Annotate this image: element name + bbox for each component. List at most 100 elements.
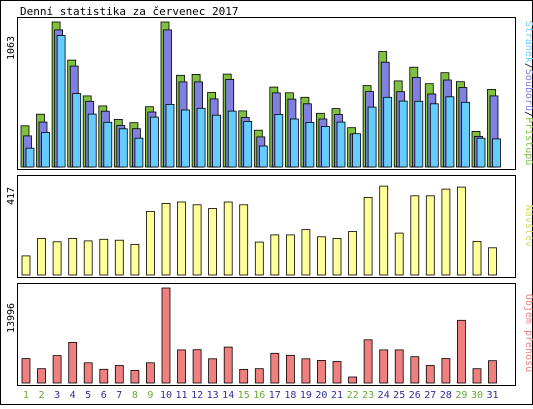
bars-transfer-volume: [21, 287, 497, 384]
bar-visits-day-30: [472, 240, 482, 276]
bar-visits-day-26: [410, 195, 420, 276]
x-label-day-24: 24: [378, 390, 390, 401]
legend-hits: Přístupů: [523, 117, 533, 165]
x-label-day-10: 10: [160, 390, 172, 401]
bar-stránek-day-10: [165, 104, 175, 168]
legend-separator-2: /: [523, 111, 533, 117]
bar-transfer-volume-day-24: [379, 349, 389, 384]
bar-transfer-volume-day-8: [130, 369, 140, 384]
panel-visits: 417 Návštěv: [6, 175, 533, 278]
bar-stránek-day-12: [196, 107, 206, 168]
x-label-day-15: 15: [238, 390, 250, 401]
bar-transfer-volume-day-5: [83, 362, 93, 384]
bar-visits-day-4: [68, 237, 78, 276]
bar-transfer-volume-day-30: [472, 368, 482, 384]
chart-title: Denní statistika za červenec 2017: [20, 5, 239, 18]
bar-stránek-day-24: [383, 96, 393, 168]
x-label-day-30: 30: [471, 390, 483, 401]
bars-visits: [21, 185, 497, 276]
x-label-day-4: 4: [70, 390, 76, 401]
bar-transfer-volume-day-3: [52, 355, 62, 384]
bar-transfer-volume-day-7: [114, 365, 124, 384]
bar-visits-day-31: [488, 247, 497, 276]
x-label-day-2: 2: [38, 390, 44, 401]
bar-transfer-volume-day-21: [332, 361, 342, 384]
bar-stránek-day-7: [118, 128, 128, 168]
bar-stránek-day-31: [492, 138, 501, 168]
bar-visits-day-21: [332, 237, 342, 276]
bar-visits-day-23: [363, 196, 373, 276]
x-label-day-1: 1: [23, 390, 29, 401]
bar-visits-day-25: [394, 232, 404, 276]
bar-stránek-day-8: [134, 137, 144, 168]
bar-transfer-volume-day-15: [239, 368, 249, 384]
bar-transfer-volume-day-20: [316, 359, 326, 384]
legend-separator-1: /: [523, 63, 533, 69]
panel-visits-border: [17, 175, 516, 278]
bar-visits-day-2: [37, 237, 46, 276]
bar-transfer-volume-day-11: [177, 349, 186, 384]
bar-transfer-volume-day-13: [208, 358, 218, 384]
bar-stránek-day-18: [289, 118, 299, 168]
bar-visits-day-17: [270, 234, 280, 276]
bar-visits-day-20: [316, 236, 326, 276]
x-label-day-19: 19: [300, 390, 312, 401]
bar-stránek-day-1: [25, 147, 35, 168]
bar-stránek-day-20: [320, 126, 330, 168]
y-max-label-volume: 13996: [6, 303, 17, 333]
bar-stránek-day-5: [87, 113, 97, 168]
legend-visits: Návštěv: [523, 205, 533, 247]
bar-transfer-volume-day-23: [363, 339, 373, 384]
bar-visits-day-13: [208, 208, 218, 276]
bar-transfer-volume-day-4: [68, 341, 78, 384]
bar-visits-day-24: [379, 185, 389, 276]
bar-transfer-volume-day-22: [348, 376, 358, 384]
bar-stránek-day-28: [445, 96, 455, 168]
bar-transfer-volume-day-18: [285, 354, 295, 384]
legend-transfer-volume: Objem přenosu: [523, 294, 533, 372]
bar-stránek-day-17: [274, 114, 284, 168]
bars-hits-files-pages: [20, 21, 501, 168]
bar-transfer-volume-day-1: [21, 358, 31, 384]
y-max-label-hits: 1063: [6, 36, 17, 60]
bar-stránek-day-9: [149, 116, 159, 168]
bar-transfer-volume-day-9: [145, 362, 155, 384]
bar-transfer-volume-day-10: [161, 287, 171, 384]
x-label-day-28: 28: [440, 390, 452, 401]
bar-visits-day-10: [161, 202, 171, 276]
bar-stránek-day-4: [72, 93, 82, 168]
bar-visits-day-15: [239, 204, 249, 276]
x-label-day-7: 7: [116, 390, 122, 401]
bar-visits-day-9: [145, 211, 155, 276]
bar-visits-day-28: [441, 188, 451, 276]
x-label-day-3: 3: [54, 390, 60, 401]
bar-stránek-day-21: [336, 121, 346, 168]
panel-hits-files-pages-border: [17, 17, 516, 170]
bar-stránek-day-16: [258, 145, 268, 168]
panel-hits-files-pages: 1063 Stránek/Souborů/Přístupů: [6, 17, 533, 170]
bar-visits-day-16: [254, 241, 264, 276]
bar-transfer-volume-day-14: [223, 346, 233, 384]
panel-transfer-volume: 13996 Objem přenosu: [6, 283, 533, 386]
bar-stránek-day-3: [56, 35, 66, 168]
x-axis-day-labels: 1 2 3 4 5 6 7 8 9 10 11 12 13 14 15 16 17 18 19 20 21 22 23 24 2…: [23, 390, 499, 401]
bar-transfer-volume-day-25: [394, 349, 404, 384]
bar-stránek-day-30: [476, 137, 486, 168]
x-label-day-11: 11: [175, 390, 187, 401]
x-label-day-20: 20: [315, 390, 327, 401]
x-label-day-9: 9: [147, 390, 153, 401]
bar-stránek-day-11: [181, 109, 190, 168]
bar-visits-day-29: [456, 186, 466, 276]
bar-visits-day-27: [425, 195, 435, 276]
bar-transfer-volume-day-17: [270, 352, 280, 384]
bar-stránek-day-27: [429, 103, 439, 168]
bar-stránek-day-26: [414, 100, 424, 168]
bar-transfer-volume-day-19: [301, 358, 311, 384]
bar-stránek-day-13: [212, 114, 222, 168]
x-label-day-31: 31: [486, 390, 498, 401]
x-label-day-6: 6: [101, 390, 107, 401]
legend-hits-files-pages: Stránek/Souborů/Přístupů: [523, 21, 533, 166]
bar-transfer-volume-day-2: [37, 368, 46, 384]
legend-files: Souborů: [523, 69, 533, 111]
bar-visits-day-8: [130, 243, 140, 276]
